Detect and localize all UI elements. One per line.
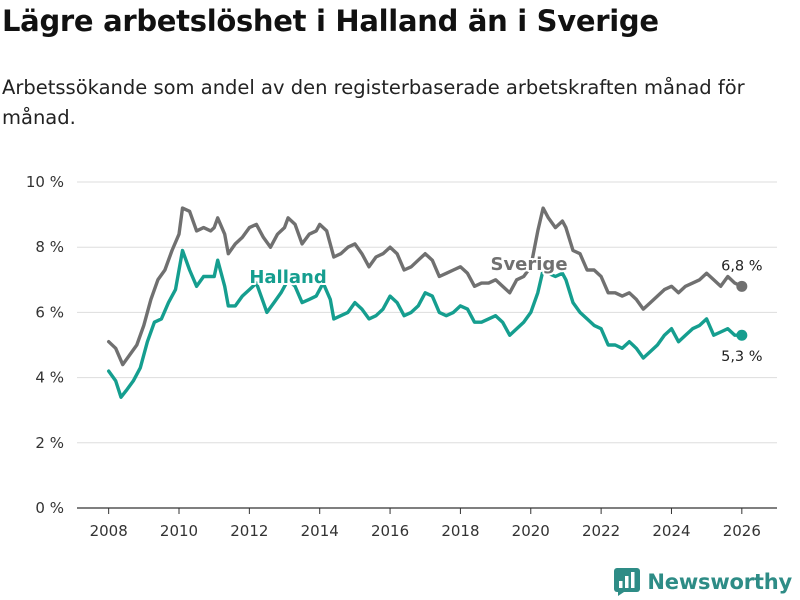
series-line-sverige <box>107 206 744 367</box>
x-tick-label: 2008 <box>90 522 128 540</box>
x-tick-label: 2010 <box>160 522 198 540</box>
x-tick-label: 2018 <box>441 522 479 540</box>
series-line-halland <box>107 248 744 399</box>
series-end-label-halland: 5,3 % <box>721 349 762 365</box>
y-tick-label: 6 % <box>35 303 64 321</box>
y-tick-label: 2 % <box>35 434 64 452</box>
series-lines <box>107 206 748 399</box>
x-axis: 2008 2010 2012 2014 2016 2018 2020 2022 2024 2026 <box>90 508 761 540</box>
x-tick-label: 2026 <box>723 522 761 540</box>
brand-logo[interactable]: Newsworthy <box>614 566 792 598</box>
x-tick-label: 2016 <box>371 522 409 540</box>
chart-subtitle: Arbetssökande som andel av den registerb… <box>2 76 745 129</box>
x-tick-label: 2020 <box>512 522 550 540</box>
line-chart: 0 % 2 % 4 % 6 % 8 % 10 % 2008 2010 2012 2014 2016… <box>26 173 777 540</box>
chart-title: Lägre arbetslöshet i Halland än i Sverig… <box>2 4 659 38</box>
y-tick-label: 8 % <box>35 238 64 256</box>
x-tick-label: 2014 <box>301 522 339 540</box>
series-label-sverige: Sverige <box>490 254 567 275</box>
x-tick-label: 2024 <box>652 522 690 540</box>
x-tick-label: 2012 <box>230 522 268 540</box>
y-tick-label: 0 % <box>35 499 64 517</box>
grid-lines: 0 % 2 % 4 % 6 % 8 % 10 % <box>26 173 777 517</box>
y-tick-label: 4 % <box>35 369 64 387</box>
y-tick-label: 10 % <box>26 173 64 191</box>
newsworthy-logo-icon <box>614 568 641 596</box>
brand-name: Newsworthy <box>647 570 792 594</box>
series-labels: 6,8 % Sverige 5,3 % Halland <box>247 252 762 365</box>
series-end-marker-sverige <box>736 280 748 292</box>
series-end-marker-halland <box>736 329 748 341</box>
series-end-label-sverige: 6,8 % <box>721 258 762 274</box>
x-tick-label: 2022 <box>582 522 620 540</box>
series-label-halland: Halland <box>249 267 326 288</box>
